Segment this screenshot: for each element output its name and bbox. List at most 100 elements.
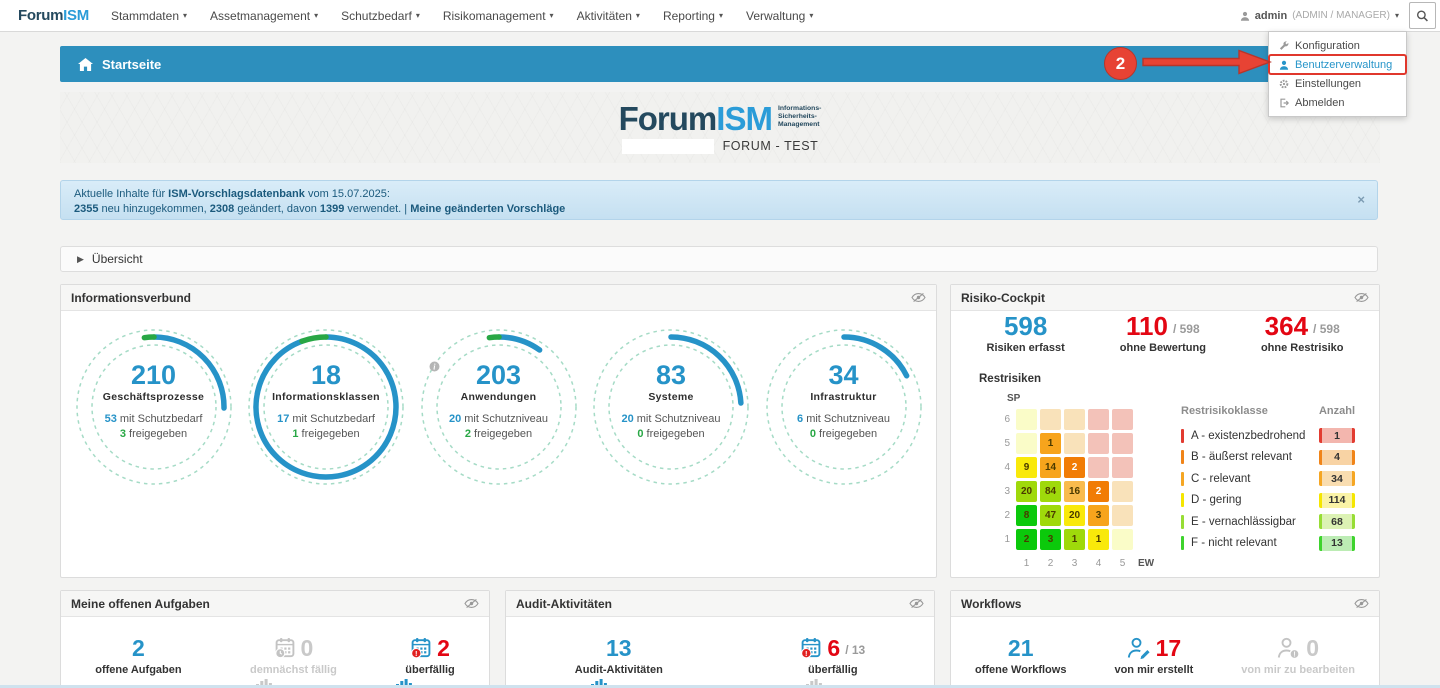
nav-item-risikomanagement[interactable]: Risikomanagement ▾ [442, 8, 554, 23]
nav-item-reporting[interactable]: Reporting ▾ [662, 8, 723, 23]
class-color-bar [1181, 428, 1184, 443]
gauge-informationsklassen[interactable]: 18 Informationsklassen 17 mit Schutzbeda… [246, 327, 406, 487]
home-icon[interactable] [78, 57, 93, 71]
matrix-x-axis-label: EW [1138, 558, 1155, 569]
stat-number: 0 [300, 635, 314, 661]
menu-item-konfiguration[interactable]: Konfiguration [1269, 36, 1406, 55]
matrix-cell-sp4-ew3[interactable]: 2 [1064, 457, 1085, 478]
matrix-col-label: 4 [1095, 558, 1102, 569]
matrix-cell-sp5-ew1[interactable] [1016, 433, 1037, 454]
class-color-bar [1181, 536, 1184, 551]
gauge-geschaeftsprozesse[interactable]: 210 Geschäftsprozesse 53 mit Schutzbedar… [74, 327, 234, 487]
gauge-label: Infrastruktur [810, 391, 877, 403]
matrix-cell-sp4-ew5[interactable] [1112, 457, 1133, 478]
overview-toggle[interactable]: ▶ Übersicht [60, 246, 1378, 272]
gauge-anwendungen[interactable]: 203 Anwendungen i 20 mit Schutzniveau 2 f… [419, 327, 579, 487]
matrix-cell-sp1-ew3[interactable]: 1 [1064, 529, 1085, 550]
legend-row-c-relevant[interactable]: C - relevant 34 [1181, 468, 1355, 490]
info-banner: Aktuelle Inhalte für ISM-Vorschlagsdaten… [60, 180, 1378, 220]
gauge-ring [765, 329, 922, 485]
stat-ohne-restrisiko[interactable]: 364/ 598 ohne Restrisiko [1260, 311, 1344, 354]
stat-ueberfaellig[interactable]: ! 2 überfällig [405, 633, 455, 676]
masthead-logo-subtext: Informations- Sicherheits- Management [777, 104, 822, 128]
legend-row-d-gering[interactable]: D - gering 114 [1181, 490, 1355, 512]
matrix-cell-sp6-ew4[interactable] [1088, 409, 1109, 430]
app-logo[interactable]: ForumISM [18, 7, 89, 24]
matrix-cell-sp3-ew2[interactable]: 84 [1040, 481, 1061, 502]
menu-item-abmelden[interactable]: Abmelden [1269, 93, 1406, 112]
stat-ohne-bewertung[interactable]: 110/ 598 ohne Bewertung [1119, 311, 1206, 354]
svg-text:!: ! [415, 649, 418, 658]
matrix-cell-sp3-ew5[interactable] [1112, 481, 1133, 502]
matrix-cell-sp2-ew3[interactable]: 20 [1064, 505, 1085, 526]
legend-row-f-nicht-relevant[interactable]: F - nicht relevant 13 [1181, 533, 1355, 555]
matrix-cell-sp2-ew1[interactable]: 8 [1016, 505, 1037, 526]
matrix-cell-sp2-ew5[interactable] [1112, 505, 1133, 526]
matrix-row-label: 1 [1004, 534, 1010, 545]
info-icon[interactable]: i [429, 361, 440, 372]
nav-item-verwaltung[interactable]: Verwaltung ▾ [745, 8, 814, 23]
matrix-cell-sp2-ew4[interactable]: 3 [1088, 505, 1109, 526]
matrix-cell-sp5-ew5[interactable] [1112, 433, 1133, 454]
matrix-cell-sp2-ew2[interactable]: 47 [1040, 505, 1061, 526]
matrix-cell-sp4-ew1[interactable]: 9 [1016, 457, 1037, 478]
stat-offene-workflows[interactable]: 21 offene Workflows [975, 633, 1066, 676]
matrix-cell-sp1-ew2[interactable]: 3 [1040, 529, 1061, 550]
stat-risiken-erfasst[interactable]: 598 Risiken erfasst [987, 311, 1065, 354]
matrix-cell-sp6-ew3[interactable] [1064, 409, 1085, 430]
stat-von-mir-erstellt[interactable]: 17 von mir erstellt [1114, 633, 1193, 676]
menu-item-einstellungen[interactable]: Einstellungen [1269, 74, 1406, 93]
hide-panel-icon[interactable] [1354, 598, 1369, 609]
stat-demnaechst-faellig[interactable]: 0 demnächst fällig [250, 633, 337, 676]
stat-ueberfaellig[interactable]: ! 6/ 13 überfällig [800, 633, 865, 676]
gauge-infrastruktur[interactable]: 34 Infrastruktur 6 mit Schutzniveau 0 fr… [764, 327, 924, 487]
stat-number: 2 [437, 635, 450, 661]
svg-text:!: ! [1294, 652, 1296, 659]
hide-panel-icon[interactable] [1354, 292, 1369, 303]
nav-item-schutzbedarf[interactable]: Schutzbedarf ▾ [341, 8, 420, 23]
menu-item-benutzerverwaltung[interactable]: Benutzerverwaltung [1268, 54, 1407, 75]
legend-row-b-aeusserst-relevant[interactable]: B - äußerst relevant 4 [1181, 447, 1355, 469]
matrix-cell-sp1-ew4[interactable]: 1 [1088, 529, 1109, 550]
user-icon [1279, 60, 1289, 70]
nav-item-aktivitaeten[interactable]: Aktivitäten ▾ [576, 8, 640, 23]
matrix-cell-sp5-ew2[interactable]: 1 [1040, 433, 1061, 454]
class-count-badge: 1 [1319, 428, 1355, 444]
matrix-cell-sp3-ew4[interactable]: 2 [1088, 481, 1109, 502]
class-color-bar [1181, 493, 1184, 508]
close-icon[interactable]: × [1357, 192, 1365, 207]
class-label: A - existenzbedrohend [1191, 429, 1306, 442]
user-menu-trigger[interactable]: admin (ADMIN / MANAGER) ▾ [1240, 10, 1399, 22]
matrix-cell-sp5-ew3[interactable] [1064, 433, 1085, 454]
footer-edge [0, 685, 1440, 688]
matrix-cell-sp4-ew2[interactable]: 14 [1040, 457, 1061, 478]
matrix-cell-sp5-ew4[interactable] [1088, 433, 1109, 454]
nav-item-assetmanagement[interactable]: Assetmanagement ▾ [210, 8, 319, 23]
matrix-cell-sp6-ew2[interactable] [1040, 409, 1061, 430]
matrix-cell-sp3-ew1[interactable]: 20 [1016, 481, 1037, 502]
stat-audit-aktivitaeten[interactable]: 13 Audit-Aktivitäten [575, 633, 663, 676]
legend-row-e-vernachlaessigbar[interactable]: E - vernachlässigbar 68 [1181, 511, 1355, 533]
stat-label: überfällig [405, 664, 455, 676]
hide-panel-icon[interactable] [909, 598, 924, 609]
matrix-cell-sp1-ew1[interactable]: 2 [1016, 529, 1037, 550]
matrix-cell-sp6-ew5[interactable] [1112, 409, 1133, 430]
hide-panel-icon[interactable] [464, 598, 479, 609]
legend-row-a-existenzbedrohend[interactable]: A - existenzbedrohend 1 [1181, 425, 1355, 447]
stat-number: 17 [1155, 635, 1182, 661]
gauge-label: Systeme [648, 391, 694, 403]
matrix-cell-sp1-ew5[interactable] [1112, 529, 1133, 550]
search-button[interactable] [1409, 2, 1436, 29]
matrix-cell-sp6-ew1[interactable] [1016, 409, 1037, 430]
caret-right-icon: ▶ [77, 253, 84, 264]
wrench-icon [1279, 40, 1289, 50]
nav-item-stammdaten[interactable]: Stammdaten ▾ [110, 8, 188, 23]
gauge-systeme[interactable]: 83 Systeme 20 mit Schutzniveau 0 freigeg… [591, 327, 751, 487]
stat-von-mir-zu-bearbeiten[interactable]: ! 0 von mir zu bearbeiten [1241, 633, 1355, 676]
hide-panel-icon[interactable] [911, 292, 926, 303]
panel-header: Meine offenen Aufgaben [61, 591, 489, 617]
matrix-cell-sp4-ew4[interactable] [1088, 457, 1109, 478]
my-changed-suggestions-link[interactable]: Meine geänderten Vorschläge [410, 203, 566, 215]
stat-offene-aufgaben[interactable]: 2 offene Aufgaben [95, 633, 181, 676]
matrix-cell-sp3-ew3[interactable]: 16 [1064, 481, 1085, 502]
